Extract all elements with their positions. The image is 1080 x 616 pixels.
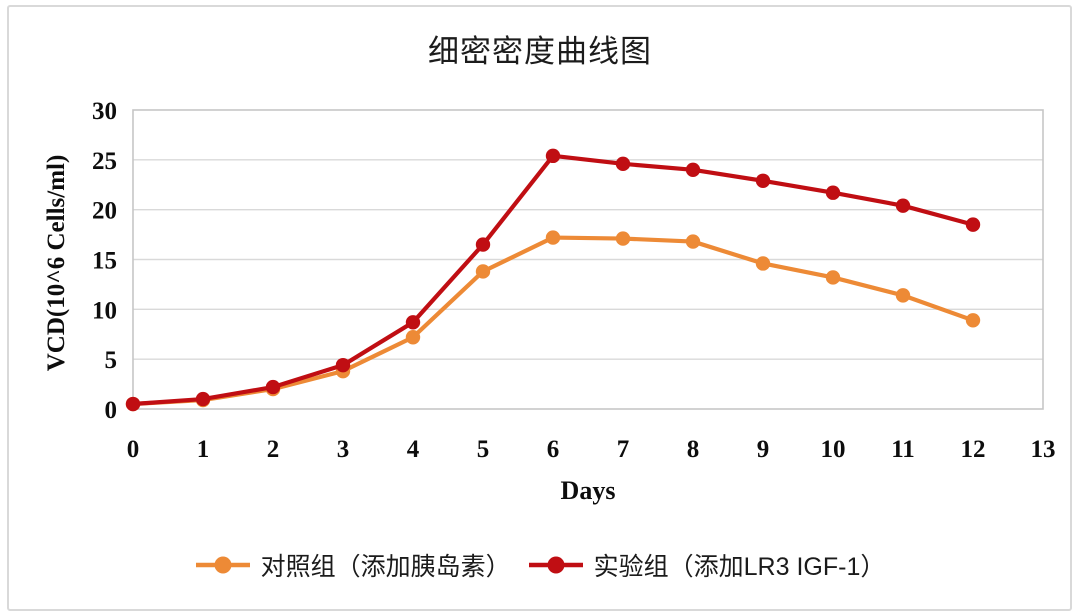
plot-border — [132, 109, 1044, 410]
data-point-marker — [265, 379, 281, 395]
legend-label: 实验组（添加LR3 IGF-1） — [593, 553, 886, 581]
y-tick-label: 15 — [92, 248, 117, 275]
x-tick-label: 7 — [617, 436, 630, 463]
data-point-marker — [405, 315, 421, 330]
x-tick-label: 2 — [267, 436, 280, 463]
data-point-marker — [125, 396, 141, 412]
chart-legend: 对照组（添加胰岛素） 实验组（添加LR3 IGF-1） — [0, 547, 1080, 583]
y-tick-label: 0 — [105, 397, 118, 424]
y-tick-label: 10 — [92, 297, 117, 324]
x-tick-label: 0 — [127, 436, 140, 463]
legend-swatch-icon — [528, 556, 583, 574]
x-tick-label: 4 — [407, 436, 420, 463]
legend-label: 对照组（添加胰岛素） — [260, 553, 511, 581]
x-tick-label: 13 — [1031, 436, 1056, 463]
legend-swatch-marker — [547, 556, 565, 574]
x-axis-title: Days — [560, 476, 616, 505]
data-point-marker — [615, 156, 631, 172]
data-point-marker — [825, 270, 841, 285]
series-line-0 — [130, 235, 976, 407]
data-point-marker — [965, 313, 981, 328]
legend-swatch-marker — [214, 556, 232, 574]
x-tick-label: 1 — [197, 436, 210, 463]
x-tick-label: 10 — [821, 436, 846, 463]
data-point-marker — [755, 173, 771, 188]
data-point-marker — [685, 162, 701, 177]
data-point-marker — [685, 234, 701, 249]
x-tick-label: 9 — [757, 436, 770, 463]
legend-item-1[interactable]: 实验组（添加LR3 IGF-1） — [528, 547, 886, 583]
data-point-marker — [405, 330, 421, 345]
data-point-marker — [545, 230, 561, 245]
chart-title: 细密密度曲线图 — [428, 34, 652, 69]
data-point-marker — [895, 198, 911, 213]
data-point-marker — [965, 217, 981, 232]
legend-swatch-icon — [195, 556, 250, 574]
y-tick-label: 30 — [92, 98, 117, 125]
data-point-marker — [615, 231, 631, 246]
x-tick-label: 8 — [687, 436, 700, 463]
x-tick-label: 3 — [337, 436, 350, 463]
x-tick-label: 6 — [547, 436, 560, 463]
legend-item-0[interactable]: 对照组（添加胰岛素） — [195, 547, 511, 583]
data-point-marker — [335, 357, 351, 373]
x-tick-label: 5 — [477, 436, 490, 463]
y-tick-label: 5 — [105, 347, 118, 374]
data-point-marker — [825, 185, 841, 200]
data-point-marker — [545, 148, 561, 164]
y-tick-label: 20 — [92, 198, 117, 225]
x-tick-label: 11 — [891, 436, 915, 463]
x-tick-label: 12 — [961, 436, 986, 463]
data-point-marker — [755, 256, 771, 271]
data-point-marker — [895, 288, 911, 303]
data-point-marker — [475, 264, 491, 279]
data-point-marker — [195, 391, 211, 407]
data-point-marker — [475, 237, 491, 252]
y-tick-label: 25 — [92, 148, 117, 175]
